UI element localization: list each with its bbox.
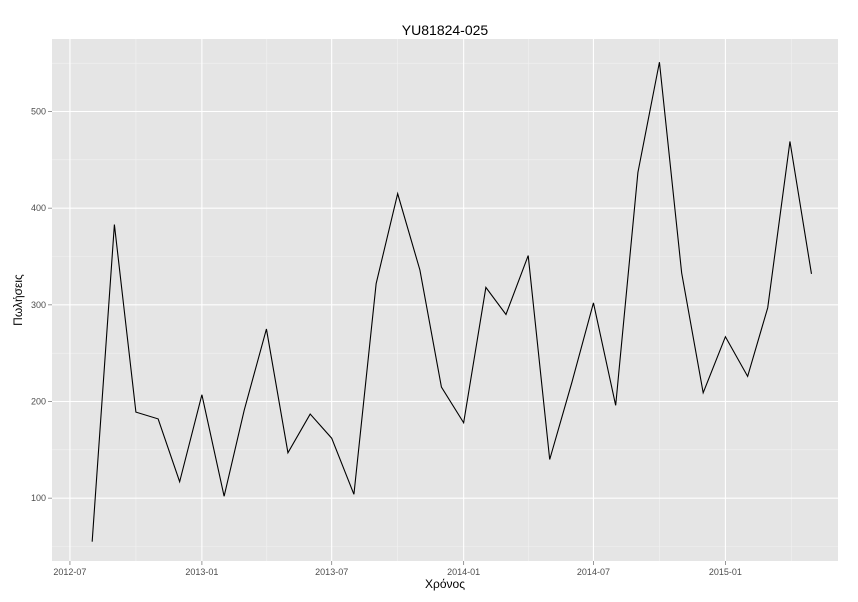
x-tick-label: 2013-01 (185, 567, 218, 577)
x-tick-label: 2012-07 (53, 567, 86, 577)
data-point (178, 481, 180, 483)
data-point (201, 394, 203, 396)
data-point (637, 171, 639, 173)
x-tick-label: 2014-01 (447, 567, 480, 577)
data-point (375, 282, 377, 284)
x-axis-title: Χρόνος (425, 577, 465, 591)
data-point (592, 302, 594, 304)
data-point (746, 375, 748, 377)
chart-title: YU81824-025 (402, 22, 489, 38)
y-axis: 100 200 300 400 500 (31, 107, 52, 503)
data-point (810, 273, 812, 275)
y-axis-title: Πωλήσεις (11, 274, 25, 326)
data-point (571, 381, 573, 383)
x-axis: 2012-07 2013-01 2013-07 2014-01 2014-07 2015-… (53, 561, 742, 577)
plot-panel (52, 39, 838, 561)
x-tick-label: 2014-07 (577, 567, 610, 577)
x-tick-label: 2013-07 (315, 567, 348, 577)
data-point (462, 422, 464, 424)
y-tick-label: 100 (31, 493, 46, 503)
data-point (527, 254, 529, 256)
data-point (396, 192, 398, 194)
data-point (680, 272, 682, 274)
data-point (614, 404, 616, 406)
data-point (91, 540, 93, 542)
data-point (309, 413, 311, 415)
series-layer (91, 61, 813, 542)
data-point (702, 392, 704, 394)
y-tick-label: 300 (31, 300, 46, 310)
data-point (113, 223, 115, 225)
minor-gridlines (52, 39, 838, 561)
data-point (658, 61, 660, 63)
y-tick-label: 500 (31, 107, 46, 117)
data-point (223, 495, 225, 497)
data-point (505, 313, 507, 315)
y-tick-label: 200 (31, 397, 46, 407)
data-point (767, 307, 769, 309)
data-point (157, 418, 159, 420)
data-point (287, 452, 289, 454)
data-point (440, 386, 442, 388)
data-point (485, 286, 487, 288)
data-point (353, 493, 355, 495)
data-point (789, 140, 791, 142)
x-tick-label: 2015-01 (709, 567, 742, 577)
data-point (265, 328, 267, 330)
data-point (549, 458, 551, 460)
data-point (724, 336, 726, 338)
series-line (91, 62, 813, 542)
data-point (330, 437, 332, 439)
data-point (419, 269, 421, 271)
major-gridlines (52, 39, 838, 561)
data-point (243, 409, 245, 411)
data-point (135, 411, 137, 413)
y-tick-label: 400 (31, 203, 46, 213)
